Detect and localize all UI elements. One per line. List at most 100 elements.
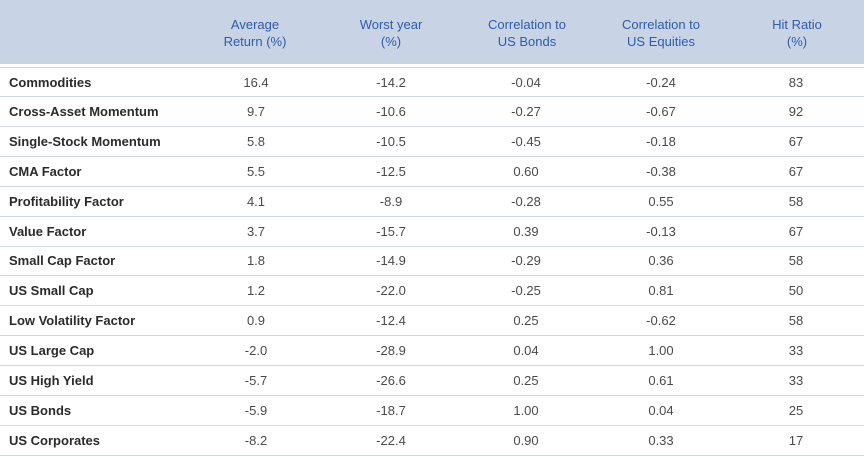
cell-correlation-bonds: 1.00 — [513, 402, 539, 418]
row-label: US High Yield — [9, 373, 94, 388]
table-row: US Large Cap -2.0 -28.9 0.04 1.00 33 — [0, 336, 864, 367]
cell-hit-ratio: 92 — [788, 103, 804, 119]
table-row: Cross-Asset Momentum 9.7 -10.6 -0.27 -0.67 92 — [0, 97, 864, 127]
table-row: US Small Cap 1.2 -22.0 -0.25 0.81 50 — [0, 276, 864, 307]
cell-hit-ratio: 67 — [788, 163, 804, 179]
cell-hit-ratio: 58 — [788, 313, 804, 329]
cell-hit-ratio: 67 — [788, 133, 804, 149]
cell-correlation-equities: 0.55 — [648, 193, 674, 209]
row-label: Small Cap Factor — [9, 253, 116, 269]
cell-correlation-bonds: -0.45 — [511, 133, 541, 149]
cell-average-return: 1.8 — [246, 253, 266, 269]
table-row: Value Factor 3.7 -15.7 0.39 -0.13 67 — [0, 217, 864, 247]
cell-correlation-equities: -0.13 — [646, 223, 676, 239]
cell-hit-ratio: 83 — [788, 75, 804, 90]
cell-average-return: 4.1 — [246, 193, 266, 209]
cell-average-return: -5.7 — [244, 373, 268, 388]
cell-correlation-bonds: 0.04 — [513, 343, 539, 359]
row-label: US Corporates — [9, 432, 101, 448]
cell-worst-year: -12.4 — [376, 313, 406, 329]
cell-average-return: 9.7 — [246, 103, 266, 119]
cell-correlation-equities: 0.36 — [648, 253, 674, 269]
row-label: Profitability Factor — [9, 193, 124, 209]
column-header-average-return: Average Return (%) — [185, 16, 325, 50]
cell-correlation-bonds: 0.90 — [513, 432, 539, 448]
cell-correlation-equities: 0.33 — [648, 432, 674, 448]
column-header-line: (%) — [786, 34, 808, 49]
cell-worst-year: -14.9 — [376, 253, 406, 269]
column-header-line: Average — [230, 17, 280, 32]
cell-average-return: 3.7 — [246, 223, 266, 239]
table-row: US Bonds -5.9 -18.7 1.00 0.04 25 — [0, 396, 864, 426]
cell-average-return: -8.2 — [244, 432, 268, 448]
column-header-line: Correlation to — [621, 17, 701, 32]
cell-correlation-equities: 0.61 — [648, 373, 674, 388]
cell-hit-ratio: 17 — [788, 432, 804, 448]
row-label: Value Factor — [9, 223, 87, 239]
cell-worst-year: -15.7 — [376, 223, 406, 239]
cell-worst-year: -22.0 — [376, 283, 406, 299]
column-header-correlation-equities: Correlation to US Equities — [591, 16, 731, 50]
table-row: Commodities 16.4 -14.2 -0.04 -0.24 83 — [0, 67, 864, 97]
cell-correlation-equities: -0.24 — [646, 75, 676, 90]
cell-correlation-equities: 1.00 — [648, 343, 674, 359]
cell-worst-year: -22.4 — [376, 432, 406, 448]
cell-correlation-equities: 0.04 — [648, 402, 674, 418]
cell-correlation-equities: -0.62 — [646, 313, 676, 329]
column-header-line: Correlation to — [487, 17, 567, 32]
cell-worst-year: -14.2 — [376, 75, 406, 90]
cell-correlation-bonds: 0.39 — [513, 223, 539, 239]
cell-correlation-bonds: 0.25 — [513, 373, 539, 388]
cell-average-return: 0.9 — [246, 313, 266, 329]
cell-hit-ratio: 58 — [788, 193, 804, 209]
table-row: Single-Stock Momentum 5.8 -10.5 -0.45 -0.18 6… — [0, 127, 864, 157]
table-row: CMA Factor 5.5 -12.5 0.60 -0.38 67 — [0, 157, 864, 187]
cell-average-return: 5.5 — [246, 163, 266, 179]
cell-worst-year: -10.5 — [376, 133, 406, 149]
cell-correlation-bonds: -0.28 — [511, 193, 541, 209]
row-label: Low Volatility Factor — [9, 313, 136, 329]
row-label: Single-Stock Momentum — [9, 133, 161, 149]
column-header-correlation-bonds: Correlation to US Bonds — [457, 16, 597, 50]
column-header-line: Hit Ratio — [772, 17, 822, 32]
table-row: Small Cap Factor 1.8 -14.9 -0.29 0.36 58 — [0, 246, 864, 277]
cell-average-return: 5.8 — [246, 133, 266, 149]
column-header-hit-ratio: Hit Ratio (%) — [727, 16, 864, 50]
cell-worst-year: -8.9 — [379, 193, 403, 209]
row-label: US Bonds — [9, 402, 72, 418]
cell-correlation-bonds: -0.04 — [511, 75, 541, 90]
row-label: US Small Cap — [9, 283, 94, 299]
cell-average-return: -5.9 — [244, 402, 268, 418]
cell-correlation-equities: -0.67 — [646, 103, 676, 119]
cell-correlation-bonds: 0.60 — [513, 163, 539, 179]
table-header: Average Return (%) Worst year (%) Correl… — [0, 0, 864, 64]
cell-correlation-equities: -0.38 — [646, 163, 676, 179]
cell-hit-ratio: 25 — [788, 402, 804, 418]
row-label: US Large Cap — [9, 343, 95, 359]
cell-hit-ratio: 33 — [788, 343, 804, 359]
table-row: Profitability Factor 4.1 -8.9 -0.28 0.55 58 — [0, 187, 864, 217]
cell-worst-year: -18.7 — [376, 402, 406, 418]
column-header-worst-year: Worst year (%) — [321, 16, 461, 50]
row-label: Cross-Asset Momentum — [9, 103, 159, 119]
cell-worst-year: -26.6 — [376, 373, 406, 388]
cell-correlation-bonds: -0.29 — [511, 253, 541, 269]
column-header-line: US Bonds — [497, 34, 557, 49]
column-header-line: (%) — [380, 34, 402, 49]
cell-correlation-equities: 0.81 — [648, 283, 674, 299]
cell-hit-ratio: 58 — [788, 253, 804, 269]
cell-worst-year: -28.9 — [376, 343, 406, 359]
cell-hit-ratio: 67 — [788, 223, 804, 239]
row-label: CMA Factor — [9, 163, 82, 179]
cell-hit-ratio: 33 — [788, 373, 804, 388]
cell-worst-year: -12.5 — [376, 163, 406, 179]
cell-hit-ratio: 50 — [788, 283, 804, 299]
cell-correlation-equities: -0.18 — [646, 133, 676, 149]
cell-average-return: -2.0 — [244, 343, 268, 359]
table-row: US High Yield -5.7 -26.6 0.25 0.61 33 — [0, 366, 864, 396]
row-label: Commodities — [9, 75, 92, 90]
cell-worst-year: -10.6 — [376, 103, 406, 119]
column-header-line: US Equities — [627, 34, 695, 49]
column-header-line: Return (%) — [223, 34, 287, 49]
